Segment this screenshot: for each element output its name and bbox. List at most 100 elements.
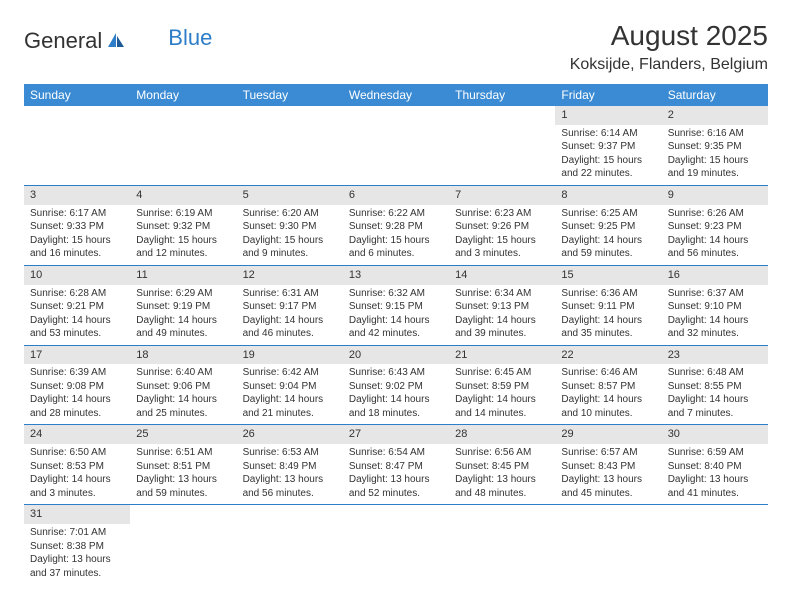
calendar-week-row: 24Sunrise: 6:50 AMSunset: 8:53 PMDayligh…: [24, 425, 768, 505]
calendar-day-cell: 6Sunrise: 6:22 AMSunset: 9:28 PMDaylight…: [343, 185, 449, 265]
day-content: Sunrise: 6:17 AMSunset: 9:33 PMDaylight:…: [24, 205, 130, 265]
day-number: 16: [662, 266, 768, 285]
daylight-text: Daylight: 13 hours and 48 minutes.: [455, 473, 549, 500]
calendar-day-cell: 28Sunrise: 6:56 AMSunset: 8:45 PMDayligh…: [449, 425, 555, 505]
sunrise-text: Sunrise: 6:53 AM: [243, 446, 337, 460]
logo-text-blue: Blue: [168, 25, 212, 51]
calendar-day-cell: 12Sunrise: 6:31 AMSunset: 9:17 PMDayligh…: [237, 265, 343, 345]
logo: General Blue: [24, 28, 212, 54]
sunrise-text: Sunrise: 6:57 AM: [561, 446, 655, 460]
calendar-day-cell: 15Sunrise: 6:36 AMSunset: 9:11 PMDayligh…: [555, 265, 661, 345]
sunset-text: Sunset: 9:25 PM: [561, 220, 655, 234]
day-number: 4: [130, 186, 236, 205]
day-number: 28: [449, 425, 555, 444]
day-number: 13: [343, 266, 449, 285]
sunset-text: Sunset: 8:51 PM: [136, 460, 230, 474]
day-number: 24: [24, 425, 130, 444]
calendar-day-cell: 22Sunrise: 6:46 AMSunset: 8:57 PMDayligh…: [555, 345, 661, 425]
location-label: Koksijde, Flanders, Belgium: [570, 56, 768, 74]
sunset-text: Sunset: 8:38 PM: [30, 540, 124, 554]
sunrise-text: Sunrise: 6:25 AM: [561, 207, 655, 221]
sunset-text: Sunset: 8:53 PM: [30, 460, 124, 474]
day-number: 20: [343, 346, 449, 365]
daylight-text: Daylight: 14 hours and 39 minutes.: [455, 314, 549, 341]
daylight-text: Daylight: 15 hours and 12 minutes.: [136, 234, 230, 261]
calendar-day-cell: 9Sunrise: 6:26 AMSunset: 9:23 PMDaylight…: [662, 185, 768, 265]
calendar-day-cell: [130, 106, 236, 185]
daylight-text: Daylight: 14 hours and 49 minutes.: [136, 314, 230, 341]
day-number: 30: [662, 425, 768, 444]
sunrise-text: Sunrise: 6:39 AM: [30, 366, 124, 380]
sunrise-text: Sunrise: 6:37 AM: [668, 287, 762, 301]
day-number: 3: [24, 186, 130, 205]
calendar-day-cell: [449, 505, 555, 584]
calendar-day-cell: 27Sunrise: 6:54 AMSunset: 8:47 PMDayligh…: [343, 425, 449, 505]
sunset-text: Sunset: 9:17 PM: [243, 300, 337, 314]
weekday-header: Wednesday: [343, 84, 449, 106]
sunset-text: Sunset: 9:11 PM: [561, 300, 655, 314]
day-content: Sunrise: 6:53 AMSunset: 8:49 PMDaylight:…: [237, 444, 343, 504]
sunset-text: Sunset: 9:13 PM: [455, 300, 549, 314]
daylight-text: Daylight: 14 hours and 35 minutes.: [561, 314, 655, 341]
daylight-text: Daylight: 14 hours and 14 minutes.: [455, 393, 549, 420]
sunset-text: Sunset: 9:04 PM: [243, 380, 337, 394]
sunrise-text: Sunrise: 6:51 AM: [136, 446, 230, 460]
sunset-text: Sunset: 8:47 PM: [349, 460, 443, 474]
weekday-header: Thursday: [449, 84, 555, 106]
sunrise-text: Sunrise: 6:20 AM: [243, 207, 337, 221]
sunset-text: Sunset: 9:33 PM: [30, 220, 124, 234]
sunset-text: Sunset: 9:28 PM: [349, 220, 443, 234]
daylight-text: Daylight: 15 hours and 6 minutes.: [349, 234, 443, 261]
daylight-text: Daylight: 14 hours and 10 minutes.: [561, 393, 655, 420]
calendar-day-cell: 8Sunrise: 6:25 AMSunset: 9:25 PMDaylight…: [555, 185, 661, 265]
day-content: Sunrise: 6:20 AMSunset: 9:30 PMDaylight:…: [237, 205, 343, 265]
day-number: 31: [24, 505, 130, 524]
day-content: Sunrise: 6:16 AMSunset: 9:35 PMDaylight:…: [662, 125, 768, 185]
calendar-day-cell: [237, 106, 343, 185]
day-content: Sunrise: 6:39 AMSunset: 9:08 PMDaylight:…: [24, 364, 130, 424]
sunrise-text: Sunrise: 6:56 AM: [455, 446, 549, 460]
daylight-text: Daylight: 13 hours and 56 minutes.: [243, 473, 337, 500]
calendar-day-cell: 1Sunrise: 6:14 AMSunset: 9:37 PMDaylight…: [555, 106, 661, 185]
title-block: August 2025 Koksijde, Flanders, Belgium: [570, 20, 768, 74]
calendar-week-row: 1Sunrise: 6:14 AMSunset: 9:37 PMDaylight…: [24, 106, 768, 185]
day-content: Sunrise: 6:51 AMSunset: 8:51 PMDaylight:…: [130, 444, 236, 504]
calendar-day-cell: 2Sunrise: 6:16 AMSunset: 9:35 PMDaylight…: [662, 106, 768, 185]
day-content: Sunrise: 6:34 AMSunset: 9:13 PMDaylight:…: [449, 285, 555, 345]
sunrise-text: Sunrise: 6:40 AM: [136, 366, 230, 380]
daylight-text: Daylight: 14 hours and 3 minutes.: [30, 473, 124, 500]
calendar-day-cell: 10Sunrise: 6:28 AMSunset: 9:21 PMDayligh…: [24, 265, 130, 345]
sunset-text: Sunset: 8:59 PM: [455, 380, 549, 394]
sunset-text: Sunset: 9:30 PM: [243, 220, 337, 234]
day-content: Sunrise: 6:40 AMSunset: 9:06 PMDaylight:…: [130, 364, 236, 424]
calendar-day-cell: 20Sunrise: 6:43 AMSunset: 9:02 PMDayligh…: [343, 345, 449, 425]
day-content: Sunrise: 6:54 AMSunset: 8:47 PMDaylight:…: [343, 444, 449, 504]
weekday-header: Friday: [555, 84, 661, 106]
day-number: 15: [555, 266, 661, 285]
calendar-day-cell: 31Sunrise: 7:01 AMSunset: 8:38 PMDayligh…: [24, 505, 130, 584]
daylight-text: Daylight: 13 hours and 41 minutes.: [668, 473, 762, 500]
calendar-day-cell: 3Sunrise: 6:17 AMSunset: 9:33 PMDaylight…: [24, 185, 130, 265]
sunrise-text: Sunrise: 6:34 AM: [455, 287, 549, 301]
sunset-text: Sunset: 9:06 PM: [136, 380, 230, 394]
sunset-text: Sunset: 9:02 PM: [349, 380, 443, 394]
daylight-text: Daylight: 14 hours and 28 minutes.: [30, 393, 124, 420]
day-content: Sunrise: 6:59 AMSunset: 8:40 PMDaylight:…: [662, 444, 768, 504]
sunset-text: Sunset: 9:10 PM: [668, 300, 762, 314]
weekday-header-row: SundayMondayTuesdayWednesdayThursdayFrid…: [24, 84, 768, 106]
sunrise-text: Sunrise: 6:29 AM: [136, 287, 230, 301]
day-content: Sunrise: 6:42 AMSunset: 9:04 PMDaylight:…: [237, 364, 343, 424]
sunrise-text: Sunrise: 6:26 AM: [668, 207, 762, 221]
day-number: 23: [662, 346, 768, 365]
day-content: Sunrise: 6:36 AMSunset: 9:11 PMDaylight:…: [555, 285, 661, 345]
daylight-text: Daylight: 14 hours and 25 minutes.: [136, 393, 230, 420]
calendar-day-cell: [449, 106, 555, 185]
daylight-text: Daylight: 14 hours and 59 minutes.: [561, 234, 655, 261]
calendar-day-cell: 4Sunrise: 6:19 AMSunset: 9:32 PMDaylight…: [130, 185, 236, 265]
daylight-text: Daylight: 14 hours and 42 minutes.: [349, 314, 443, 341]
daylight-text: Daylight: 14 hours and 46 minutes.: [243, 314, 337, 341]
header: General Blue August 2025 Koksijde, Fland…: [24, 20, 768, 74]
calendar-week-row: 31Sunrise: 7:01 AMSunset: 8:38 PMDayligh…: [24, 505, 768, 584]
sunset-text: Sunset: 9:19 PM: [136, 300, 230, 314]
sunset-text: Sunset: 8:40 PM: [668, 460, 762, 474]
